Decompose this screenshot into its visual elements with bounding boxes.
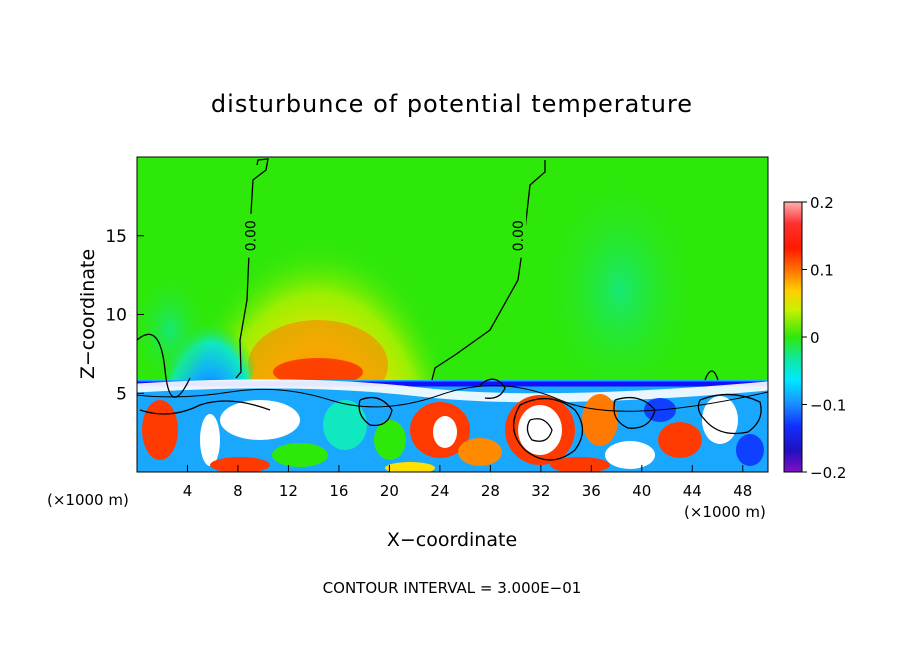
x-tick-label: 16: [329, 482, 348, 500]
contour-lines: [137, 158, 768, 461]
turbulence-blobs: [142, 394, 764, 472]
x-tick-label: 24: [430, 482, 449, 500]
x-tick-label: 4: [183, 482, 193, 500]
x-tick-label: 36: [582, 482, 601, 500]
x-tick-label: 8: [233, 482, 243, 500]
contour-label-bg: [510, 213, 527, 258]
y-axis: 5 10 15: [105, 227, 144, 404]
y-tick-label: 5: [116, 384, 127, 404]
x-unit-right: (×1000 m): [684, 503, 766, 521]
colorbar-tick-label: −0.1: [810, 397, 846, 415]
contour-zero-left: [235, 158, 269, 379]
colorbar-tick-label: −0.2: [810, 464, 846, 482]
x-axis-label: X−coordinate: [387, 529, 517, 551]
x-tick-label: 32: [531, 482, 550, 500]
cool-patch-left: [137, 270, 210, 390]
colorbar-ticks: 0.2 0.1 0 −0.1 −0.2: [802, 194, 846, 482]
chart-title: disturbunce of potential temperature: [211, 90, 693, 118]
y-axis-label: Z−coordinate: [77, 249, 99, 379]
y-tick-label: 15: [105, 227, 127, 247]
plot-field: [137, 157, 768, 472]
colorbar-tick-label: 0.2: [810, 194, 834, 212]
colorbar: [783, 201, 803, 473]
x-tick-label: 40: [632, 482, 651, 500]
colorbar-tick-label: 0.1: [810, 262, 834, 280]
x-tick-label: 28: [481, 482, 500, 500]
x-tick-label: 48: [733, 482, 752, 500]
contour-interval-note: CONTOUR INTERVAL = 3.000E−01: [323, 579, 582, 597]
contour-left-edge: [137, 333, 191, 398]
x-axis: 4 8 12 16 20 24 28 32 36 40 44 48: [183, 465, 752, 500]
contour-label: 0.00: [244, 220, 260, 251]
colorbar-tick-label: 0: [810, 329, 820, 347]
contour-zero-right: [431, 160, 546, 381]
x-tick-label: 20: [380, 482, 399, 500]
cool-patch-right: [540, 170, 700, 410]
y-tick-label: 10: [105, 306, 127, 326]
warm-core: [273, 358, 363, 386]
contour-label-layer: 0.00 0.00: [242, 213, 527, 258]
contour-label: 0.00: [511, 220, 527, 251]
x-tick-label: 44: [683, 482, 702, 500]
contour-label-bg: [242, 213, 259, 258]
x-tick-label: 12: [279, 482, 298, 500]
x-unit-left: (×1000 m): [47, 491, 129, 509]
